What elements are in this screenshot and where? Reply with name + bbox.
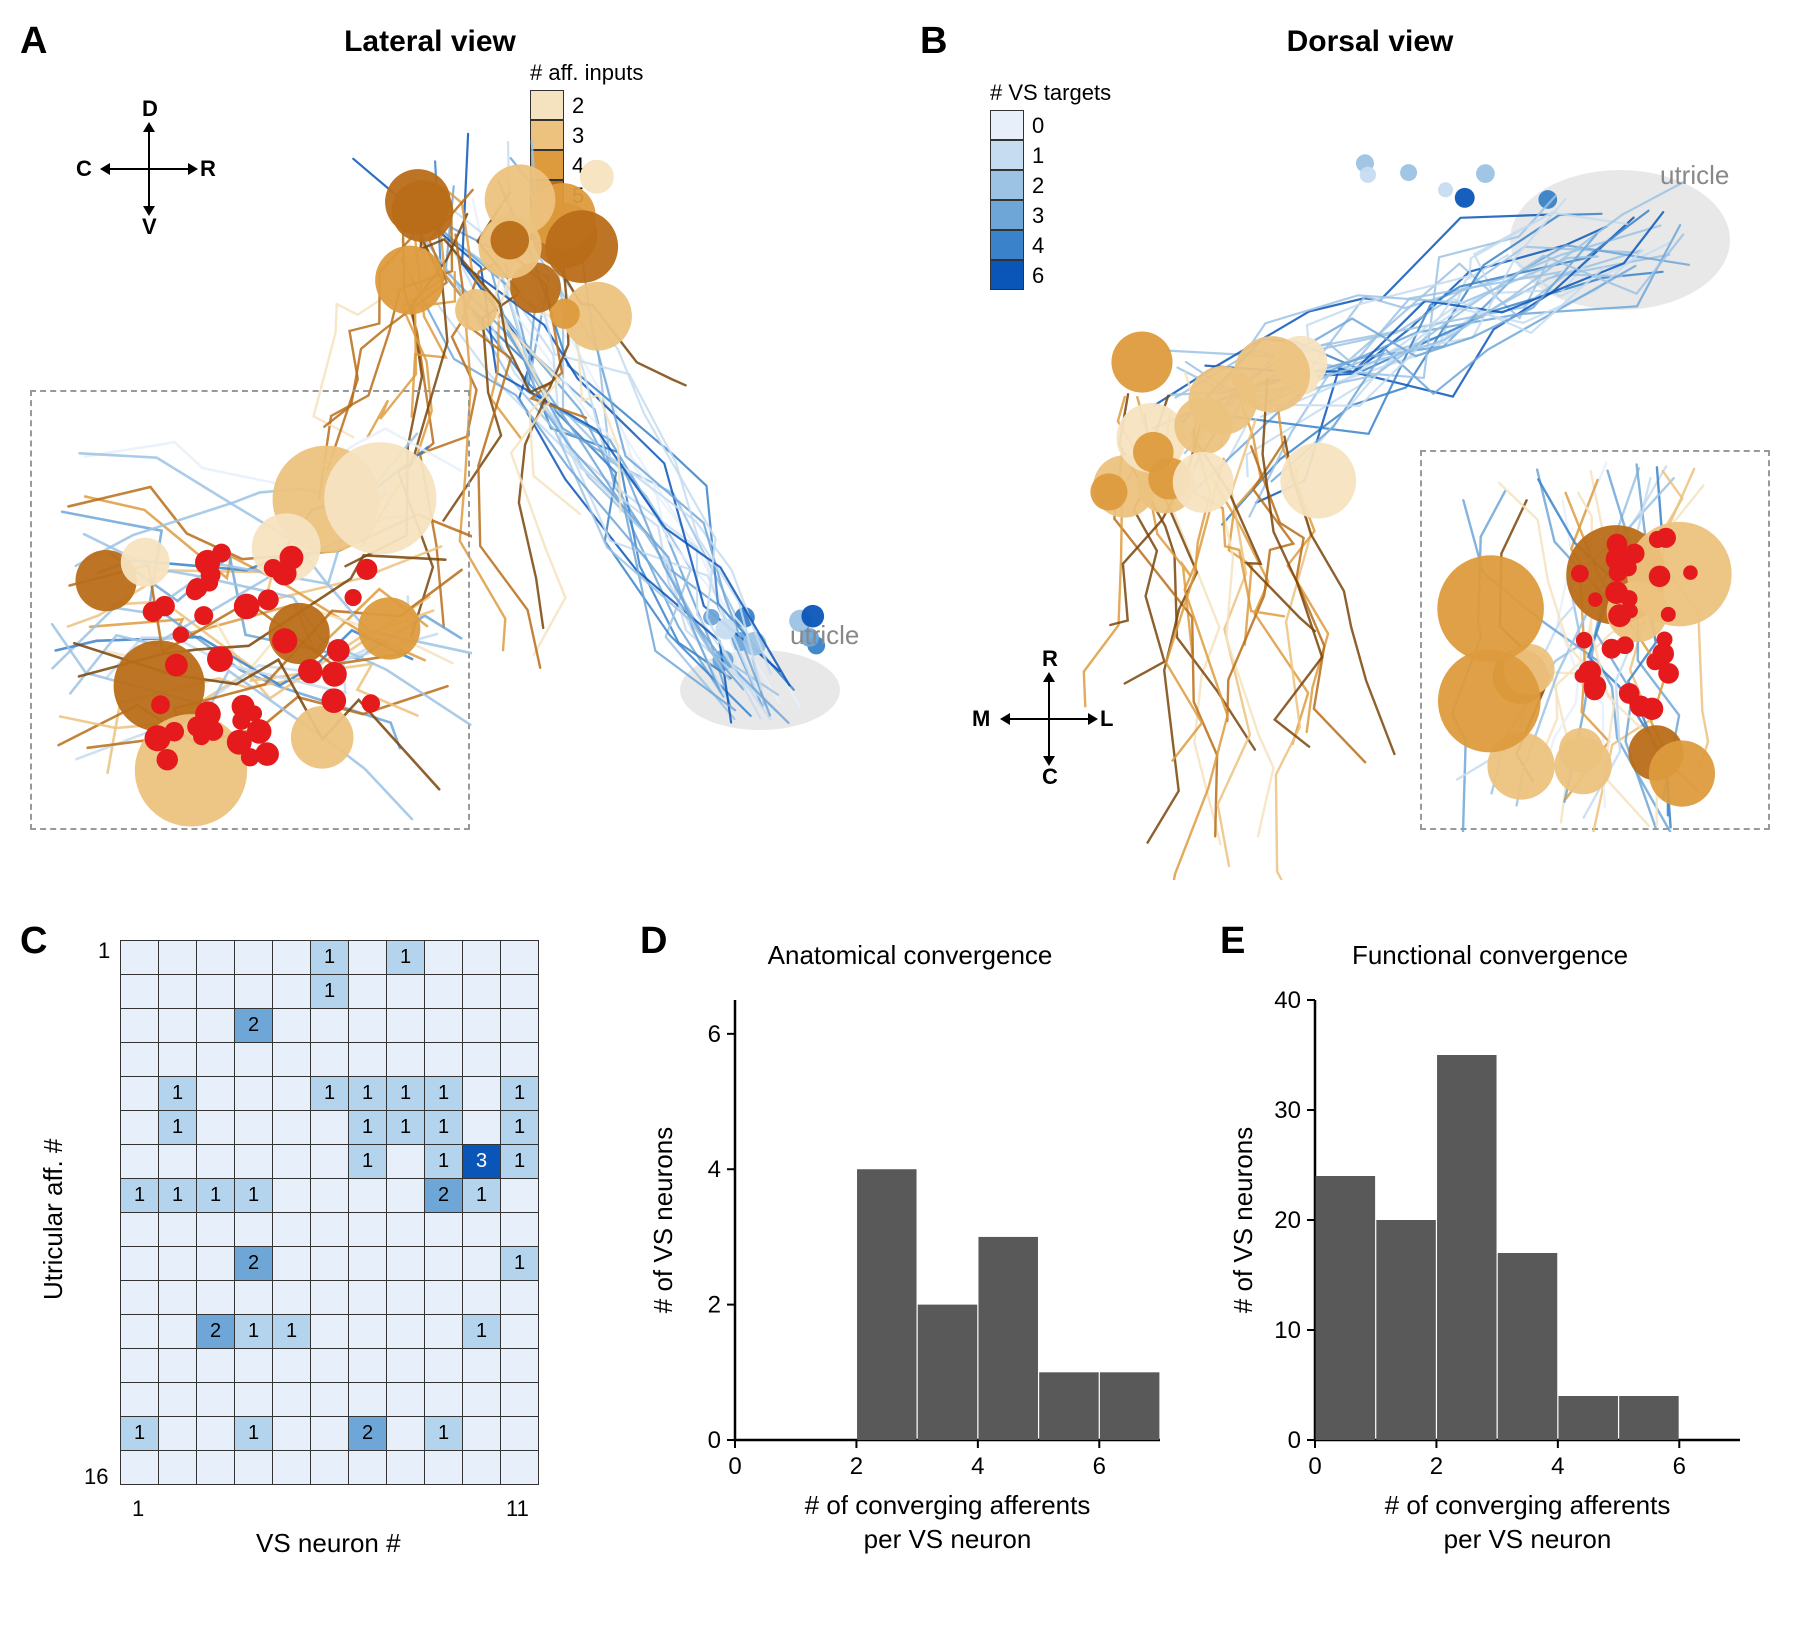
svg-text:0: 0 <box>1308 1453 1321 1480</box>
svg-text:# of converging afferents: # of converging afferents <box>805 1490 1091 1520</box>
c-xlabel: VS neuron # <box>256 1528 401 1559</box>
utricle-label-a: utricle <box>790 620 859 651</box>
panel-a-inset <box>30 390 470 830</box>
panel-a-title: Lateral view <box>280 25 580 59</box>
svg-text:per VS neuron: per VS neuron <box>864 1524 1032 1554</box>
panel-b: B Dorsal view # VS targets 012346 R C M … <box>920 20 1780 880</box>
c-ytick-start: 1 <box>98 938 110 964</box>
panel-d-title: Anatomical convergence <box>640 940 1180 971</box>
c-xtick-start: 1 <box>132 1496 144 1522</box>
panel-e-title: Functional convergence <box>1220 940 1760 971</box>
panel-e: E Functional convergence 0102030400246# … <box>1220 920 1760 1620</box>
panel-c-label: C <box>20 920 47 963</box>
panel-c: C 11121111111111111311111212121111121 1 … <box>20 920 580 1620</box>
svg-text:4: 4 <box>708 1156 721 1183</box>
panel-b-inset <box>1420 450 1770 830</box>
panel-e-chart: 0 10 20 30 40 0 2 4 6 # of VS neurons # of converg… <box>1220 980 1760 1620</box>
matrix-c: 11121111111111111311111212121111121 <box>120 940 539 1485</box>
panel-d: D Anatomical convergence 02460246# of VS… <box>640 920 1180 1620</box>
svg-text:2: 2 <box>1430 1453 1443 1480</box>
svg-text:20: 20 <box>1274 1207 1301 1234</box>
svg-text:6: 6 <box>1673 1453 1686 1480</box>
panel-b-inset-svg <box>1422 452 1772 832</box>
panel-d-chart: 0 2 4 6 0 2 4 6 # of VS neurons # of converging a… <box>640 980 1180 1620</box>
figure-root: A Lateral view D V C R # aff. inputs 234… <box>20 20 1780 1624</box>
utricle-label-b: utricle <box>1660 160 1729 191</box>
panel-b-label: B <box>920 20 947 63</box>
matrix-table: 11121111111111111311111212121111121 <box>120 940 539 1485</box>
svg-text:4: 4 <box>1551 1453 1564 1480</box>
svg-text:10: 10 <box>1274 1317 1301 1344</box>
c-ytick-end: 16 <box>84 1464 108 1490</box>
panel-b-title: Dorsal view <box>1220 25 1520 59</box>
svg-text:# of converging afferents: # of converging afferents <box>1385 1490 1671 1520</box>
svg-text:4: 4 <box>971 1453 984 1480</box>
svg-text:per VS neuron: per VS neuron <box>1444 1524 1612 1554</box>
panel-a-label: A <box>20 20 47 63</box>
svg-text:# of VS neurons: # of VS neurons <box>1228 1127 1258 1313</box>
svg-text:0: 0 <box>1288 1427 1301 1454</box>
svg-text:0: 0 <box>728 1453 741 1480</box>
svg-text:30: 30 <box>1274 1097 1301 1124</box>
panel-a-inset-svg <box>32 392 472 832</box>
svg-text:2: 2 <box>708 1292 721 1319</box>
c-xtick-end: 11 <box>506 1496 529 1522</box>
svg-text:# of VS neurons: # of VS neurons <box>648 1127 678 1313</box>
c-ylabel: Utricular aff. # <box>38 1139 69 1300</box>
svg-text:40: 40 <box>1274 987 1301 1014</box>
svg-text:6: 6 <box>708 1021 721 1048</box>
svg-text:2: 2 <box>850 1453 863 1480</box>
svg-text:0: 0 <box>708 1427 721 1454</box>
panel-a: A Lateral view D V C R # aff. inputs 234… <box>20 20 900 880</box>
svg-text:6: 6 <box>1093 1453 1106 1480</box>
